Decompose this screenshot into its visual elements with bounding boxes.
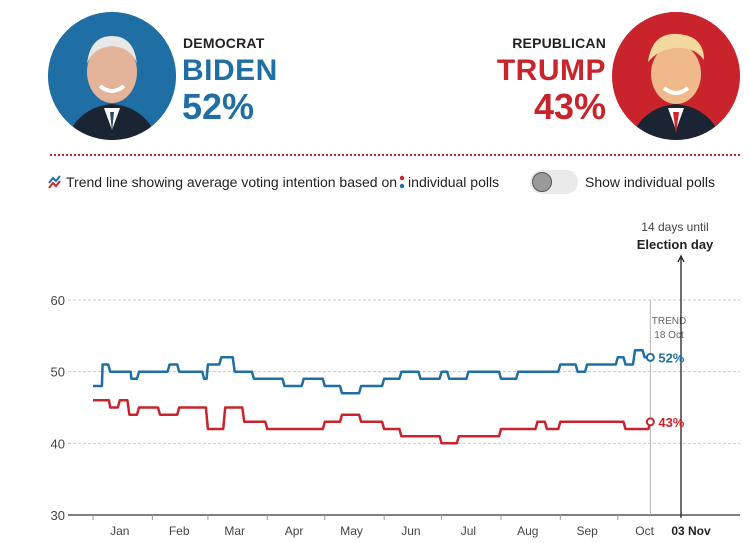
- legend-text-before: Trend line showing average voting intent…: [66, 174, 398, 190]
- x-tick-label: 03 Nov: [671, 524, 711, 538]
- biden-name: BIDEN: [182, 54, 278, 87]
- x-tick-label: Jun: [401, 524, 420, 538]
- trump-name: TRUMP: [496, 54, 606, 87]
- x-tick-label: Jul: [461, 524, 476, 538]
- y-tick-label: 40: [51, 436, 65, 451]
- trend-line-icon: [48, 175, 61, 189]
- biden-percent: 52%: [182, 86, 255, 127]
- series-end-label-1: 43%: [658, 415, 684, 430]
- series-end-dot-0: [645, 352, 655, 362]
- series-line-0: [93, 348, 651, 395]
- show-polls-toggle[interactable]: [530, 170, 578, 194]
- toggle-knob[interactable]: [532, 172, 552, 192]
- trump-face-icon: [612, 12, 740, 140]
- show-polls-label: Show individual polls: [585, 174, 715, 190]
- chart-legend: Trend line showing average voting intent…: [48, 172, 508, 192]
- x-tick-label: Apr: [285, 524, 304, 538]
- republican-party-label: REPUBLICAN: [512, 35, 606, 51]
- series-end-dot-1: [645, 417, 655, 427]
- democrat-party-label: DEMOCRAT: [183, 35, 265, 51]
- y-tick-label: 50: [51, 365, 65, 380]
- trump-portrait: [612, 12, 740, 140]
- poll-dot-icon: [399, 175, 405, 189]
- legend-text-after: individual polls: [408, 174, 500, 190]
- trump-percent: 43%: [533, 86, 606, 127]
- trend-label: TREND: [652, 316, 686, 327]
- biden-face-icon: [48, 12, 176, 140]
- x-tick-label: Sep: [576, 524, 598, 538]
- x-tick-label: Mar: [224, 524, 245, 538]
- x-tick-label: May: [340, 524, 363, 538]
- x-tick-label: Feb: [169, 524, 190, 538]
- y-tick-label: 30: [51, 508, 65, 523]
- header-divider: [50, 154, 740, 156]
- trend-date-label: 18 Oct: [654, 330, 684, 341]
- days-until-label: 14 days until: [641, 220, 709, 234]
- election-day-arrow: [677, 254, 685, 263]
- series-end-label-0: 52%: [658, 350, 684, 365]
- series-line-1: [93, 399, 652, 445]
- x-tick-label: Jan: [110, 524, 129, 538]
- election-day-label: Election day: [636, 237, 714, 252]
- x-tick-label: Aug: [517, 524, 538, 538]
- biden-portrait: [48, 12, 176, 140]
- x-tick-label: Oct: [635, 524, 654, 538]
- y-tick-label: 60: [51, 293, 65, 308]
